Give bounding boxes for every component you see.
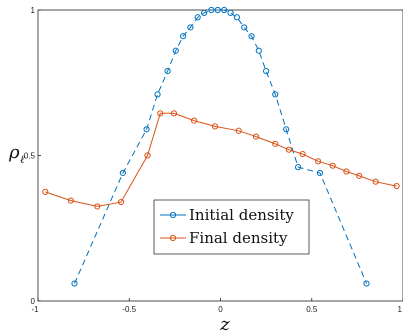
data-point [255, 47, 262, 54]
data-point [179, 33, 187, 40]
data-point [272, 91, 279, 98]
legend: Initial density Final density [153, 199, 310, 255]
data-point [172, 47, 179, 54]
data-point [343, 168, 350, 175]
legend-box [153, 199, 310, 255]
data-point [144, 152, 151, 159]
legend-final-label: Final density [189, 229, 288, 247]
legend-final-swatch-marker [169, 234, 177, 242]
data-point [235, 127, 242, 134]
data-point [211, 123, 219, 130]
x-tick-label: -0.5 [122, 305, 136, 314]
x-tick-label: -1 [31, 305, 39, 314]
legend-initial-label: Initial density [189, 206, 294, 224]
x-tick-label: 0 [218, 305, 223, 314]
plot-frame [37, 9, 403, 302]
data-point [316, 169, 324, 177]
data-point [221, 6, 228, 14]
data-point [164, 68, 171, 75]
data-point [190, 117, 198, 124]
data-point [214, 6, 221, 14]
data-point [263, 68, 270, 75]
data-point [285, 146, 293, 153]
data-point [42, 188, 49, 195]
data-point [329, 162, 336, 169]
data-point [227, 9, 234, 17]
data-point [187, 24, 194, 31]
legend-initial-swatch-marker [169, 211, 177, 219]
y-tick-label: 1 [31, 6, 36, 15]
series-line [45, 112, 397, 207]
data-point [299, 150, 306, 158]
data-point [393, 182, 400, 190]
y-tick-label: 0.5 [24, 152, 36, 161]
x-tick-label: 1 [398, 305, 403, 314]
y-axis-label-main: ρ [8, 142, 20, 163]
data-point [194, 14, 201, 21]
data-point [363, 280, 370, 287]
data-point [71, 280, 78, 287]
data-point [283, 126, 290, 133]
data-point [248, 33, 255, 40]
plot-border [37, 9, 403, 302]
data-point [233, 14, 241, 21]
data-point [67, 197, 74, 204]
data-point [94, 203, 101, 210]
data-point [143, 126, 150, 133]
x-tick-label: 0.5 [306, 305, 318, 314]
y-axis-label-subscript: ℓ [20, 153, 25, 166]
y-tick-label: 0 [31, 297, 36, 306]
data-point [170, 110, 178, 117]
series-initial-density [71, 6, 370, 287]
series-line [74, 9, 367, 284]
data-point [154, 91, 161, 98]
data-point [372, 178, 379, 185]
series-layer [42, 6, 400, 287]
data-point [241, 24, 248, 31]
data-point [157, 110, 164, 117]
data-point [117, 198, 125, 206]
data-point [294, 164, 302, 171]
data-point [208, 6, 215, 14]
series-final-density [42, 110, 400, 210]
data-point [272, 140, 279, 147]
axis-ticks: -1 -0.5 0 0.5 1 0 0.5 1 [24, 6, 403, 314]
data-point [356, 172, 363, 179]
y-axis-label: ρ ℓ [8, 142, 25, 166]
data-point [119, 169, 126, 177]
x-axis-label: z [219, 314, 230, 333]
data-point [252, 133, 260, 140]
data-point [315, 158, 322, 165]
data-point [200, 9, 208, 17]
